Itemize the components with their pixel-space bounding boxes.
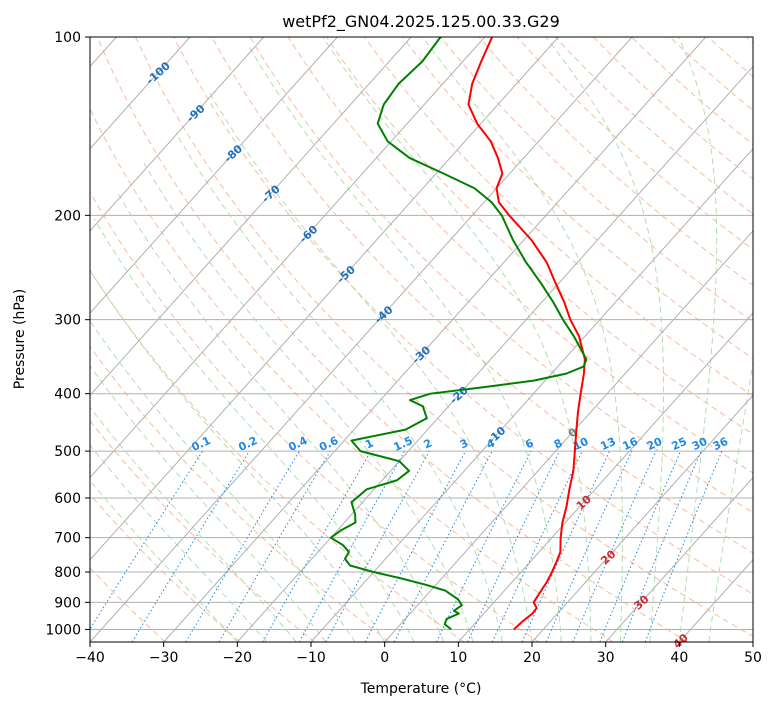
dry-adiabat [90, 420, 315, 642]
mixing-ratio-label: 16 [621, 435, 641, 453]
y-tick-label: 500 [54, 444, 81, 460]
dry-adiabat [249, 37, 753, 514]
y-tick-label: 1000 [45, 622, 81, 638]
mixing-ratio-label: 25 [670, 435, 689, 453]
temperature-profile-line [467, 37, 586, 631]
dry-adiabat [96, 37, 689, 642]
isotherm-line [90, 37, 265, 232]
isotherm-line [457, 312, 753, 642]
mixing-ratio-line [298, 450, 406, 642]
x-tick-label: 0 [380, 650, 389, 666]
mixing-ratio-line [435, 450, 532, 642]
moist-adiabat [90, 444, 268, 642]
mixing-ratio-line [467, 450, 561, 642]
mixing-ratio-line [131, 450, 250, 642]
x-tick-label: 50 [744, 650, 762, 666]
isotherm-line [310, 147, 753, 642]
dry-adiabat [631, 37, 753, 146]
x-tick-label: −10 [296, 650, 326, 666]
isotherm-line [90, 37, 633, 642]
y-tick-label: 600 [54, 491, 81, 507]
x-axis-ticks: −40 −30 −20 −10 0 10 20 30 40 50 [75, 642, 762, 666]
y-tick-label: 200 [54, 208, 81, 224]
dry-adiabat [90, 107, 614, 642]
isotherm-line [90, 37, 338, 314]
isotherm-line [605, 476, 753, 642]
x-tick-label: 10 [449, 650, 467, 666]
y-axis-title: Pressure (hPa) [12, 289, 28, 389]
y-tick-label: 700 [54, 531, 81, 547]
moist-adiabat [90, 269, 386, 642]
mixing-ratio-line [491, 450, 583, 642]
mixing-ratio-label: 36 [711, 435, 731, 453]
dewpoint-profile-line [329, 37, 588, 631]
mixing-ratio-line [185, 450, 300, 642]
mixing-ratio-label: 30 [690, 435, 710, 453]
y-tick-label: 800 [54, 565, 81, 581]
moist-adiabat [143, 162, 474, 642]
mixing-ratio-line [572, 450, 657, 642]
moist-adiabat [90, 406, 297, 642]
moist-adiabat [322, 37, 592, 642]
y-tick-label: 100 [54, 30, 81, 46]
dry-adiabat [516, 37, 753, 250]
isotherm-line [531, 394, 753, 642]
dry-adiabats [90, 37, 753, 642]
dry-adiabat [364, 37, 753, 397]
isotherm-line [236, 65, 753, 642]
dry-adiabat [173, 37, 753, 595]
moist-adiabat [90, 480, 238, 642]
mixing-ratio-lines [90, 450, 723, 642]
mixing-ratio-line [218, 450, 331, 642]
moist-adiabat [678, 37, 718, 642]
y-axis-ticks: 100 200 300 400 500 600 700 800 900 1000 [45, 30, 90, 638]
mixing-ratio-label: 13 [598, 435, 617, 453]
mixing-ratio-line [262, 450, 372, 642]
y-tick-label: 900 [54, 595, 81, 611]
dry-adiabat [90, 190, 540, 642]
isotherm-line [90, 37, 559, 561]
isotherm-line [90, 37, 486, 479]
profile-series [329, 37, 588, 631]
plot-frame [89, 36, 754, 643]
mixing-ratio-line [325, 450, 430, 642]
dry-adiabat [90, 269, 465, 642]
dry-adiabat [325, 37, 753, 435]
mixing-ratio-line [521, 450, 611, 642]
dry-adiabat [478, 37, 753, 286]
dry-adiabat [211, 37, 753, 554]
isotherms [90, 37, 753, 642]
isotherm-line [90, 37, 412, 397]
x-axis-title: Temperature (°C) [360, 681, 482, 697]
moist-adiabat [545, 37, 665, 642]
moist-adiabat [208, 92, 533, 642]
y-tick-label: 400 [54, 387, 81, 403]
mixing-ratio-line [90, 450, 203, 630]
y-tick-label: 300 [54, 313, 81, 329]
moist-adiabat [117, 193, 445, 642]
chart-title: wetPf2_GN04.2025.125.00.33.G29 [282, 12, 560, 32]
x-tick-label: 30 [597, 650, 615, 666]
dry-adiabat [287, 37, 753, 474]
x-tick-label: 20 [523, 650, 541, 666]
moist-adiabat [248, 46, 562, 642]
isotherm-line [384, 230, 753, 642]
isotherm-line [163, 37, 707, 642]
x-tick-label: −40 [75, 650, 105, 666]
mixing-ratio-label: 20 [645, 435, 665, 453]
plot-background [90, 37, 753, 642]
mixing-ratio-line [599, 450, 682, 642]
moist-adiabat [708, 359, 753, 642]
mixing-ratio-line [545, 450, 633, 642]
x-tick-label: −30 [149, 650, 179, 666]
x-tick-label: 40 [670, 650, 688, 666]
x-tick-label: −20 [223, 650, 253, 666]
isotherm-line [90, 37, 191, 150]
dry-adiabat [135, 37, 753, 637]
